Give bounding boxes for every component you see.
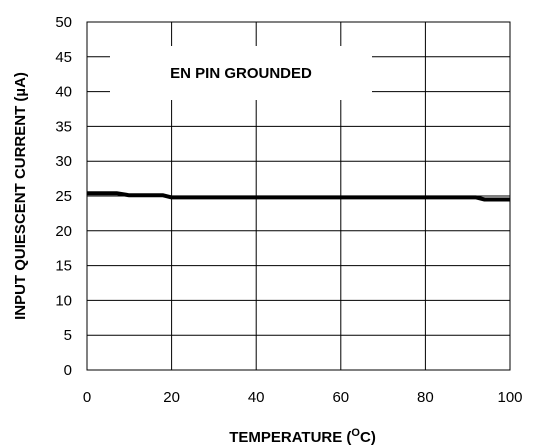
y-tick-label-8: 40 [55, 84, 72, 101]
y-tick-label-2: 10 [55, 292, 72, 309]
x-tick-label-4: 80 [417, 389, 434, 406]
x-axis-title-end: C) [360, 429, 376, 446]
y-tick-label-0: 0 [64, 362, 72, 379]
annotation-background [110, 46, 372, 100]
y-tick-label-9: 45 [55, 49, 72, 66]
x-tick-labels: 0 20 40 60 80 100 [83, 389, 523, 406]
annotation-en-pin-grounded: EN PIN GROUNDED [170, 65, 312, 82]
y-tick-label-3: 15 [55, 258, 72, 275]
y-tick-label-4: 20 [55, 223, 72, 240]
x-axis-title-main: TEMPERATURE ( [229, 429, 351, 446]
x-tick-label-1: 20 [163, 389, 180, 406]
x-tick-label-0: 0 [83, 389, 91, 406]
y-tick-label-6: 30 [55, 153, 72, 170]
plot-frame [86, 21, 511, 371]
y-tick-label-10: 50 [55, 14, 72, 31]
x-axis-title-sup: O [351, 427, 360, 439]
x-tick-label-3: 60 [332, 389, 349, 406]
y-tick-label-7: 35 [55, 118, 72, 135]
y-tick-label-5: 25 [55, 188, 72, 205]
y-tick-labels: 0 5 10 15 20 25 30 35 40 45 50 [55, 14, 72, 379]
y-axis-title: INPUT QUIESCENT CURRENT (µA) [12, 72, 29, 320]
series-group [87, 191, 510, 202]
series-line-0 [87, 191, 510, 202]
x-tick-label-2: 40 [248, 389, 265, 406]
x-tick-label-5: 100 [497, 389, 522, 406]
x-axis-title: TEMPERATURE (OC) [229, 427, 376, 446]
y-tick-label-1: 5 [64, 327, 72, 344]
